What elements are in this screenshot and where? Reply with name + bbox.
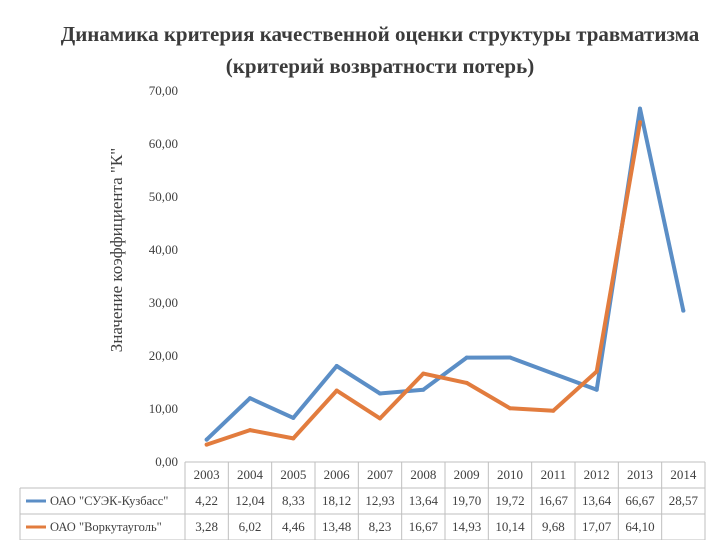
table-value: 64,10	[625, 519, 654, 534]
data-point	[464, 380, 469, 385]
x-category-label: 2004	[237, 467, 264, 482]
x-category-label: 2008	[410, 467, 436, 482]
table-value: 19,70	[452, 493, 481, 508]
table-value: 4,22	[195, 493, 218, 508]
table-value: 3,28	[195, 519, 218, 534]
table-value: 8,33	[282, 493, 305, 508]
table-value: 16,67	[409, 519, 439, 534]
data-point	[248, 428, 252, 433]
x-category-label: 2011	[541, 467, 567, 482]
data-point	[378, 416, 382, 421]
data-point	[334, 388, 339, 393]
data-point	[508, 406, 512, 411]
data-point	[334, 364, 339, 368]
data-point	[291, 436, 296, 441]
table-value: 13,48	[322, 519, 351, 534]
data-point	[638, 120, 642, 125]
x-category-label: 2006	[324, 467, 351, 482]
x-category-label: 2003	[194, 467, 220, 482]
data-point	[551, 408, 556, 413]
y-tick-label: 40,00	[149, 242, 178, 257]
data-point	[638, 106, 642, 111]
data-point	[378, 391, 382, 396]
table-value: 16,67	[539, 493, 569, 508]
x-category-label: 2013	[627, 467, 653, 482]
legend-label: ОАО "Воркутауголь"	[50, 520, 162, 534]
data-point	[421, 371, 426, 376]
data-point	[594, 369, 599, 374]
x-category-label: 2007	[367, 467, 394, 482]
table-value: 28,57	[669, 493, 699, 508]
table-value: 17,07	[582, 519, 612, 534]
data-point	[291, 415, 296, 420]
y-tick-label: 0,00	[155, 454, 178, 469]
chart-title: Динамика критерия качественной оценки ст…	[60, 22, 700, 78]
x-category-label: 2014	[670, 467, 697, 482]
table-value: 12,93	[365, 493, 394, 508]
data-point	[594, 387, 599, 392]
y-tick-label: 10,00	[149, 401, 178, 416]
data-point	[681, 308, 686, 313]
series-line-vorkutaugol	[204, 120, 642, 447]
data-point	[204, 442, 209, 447]
x-category-label: 2009	[454, 467, 480, 482]
y-tick-label: 70,00	[149, 83, 178, 98]
data-point	[508, 355, 512, 360]
table-value: 4,46	[282, 519, 305, 534]
data-point	[464, 355, 469, 360]
y-tick-label: 30,00	[149, 295, 178, 310]
data-point	[551, 371, 556, 376]
data-point	[421, 387, 426, 392]
data-point	[248, 396, 252, 401]
y-tick-label: 20,00	[149, 348, 178, 363]
x-category-label: 2005	[280, 467, 306, 482]
table-value: 12,04	[235, 493, 265, 508]
y-tick-label: 60,00	[149, 136, 178, 151]
table-value: 13,64	[409, 493, 439, 508]
series-line-suek-kuzbass	[204, 106, 686, 442]
table-value: 6,02	[239, 519, 262, 534]
table-value: 10,14	[495, 519, 525, 534]
x-category-label: 2012	[584, 467, 610, 482]
table-value: 66,67	[625, 493, 655, 508]
table-value: 13,64	[582, 493, 612, 508]
x-category-label: 2010	[497, 467, 523, 482]
legend-label: ОАО "СУЭК-Кузбасс"	[50, 494, 168, 508]
table-value: 14,93	[452, 519, 481, 534]
table-value: 18,12	[322, 493, 351, 508]
table-value: 9,68	[542, 519, 565, 534]
table-value: 8,23	[369, 519, 392, 534]
y-tick-label: 50,00	[149, 189, 178, 204]
data-point	[204, 437, 209, 442]
table-value: 19,72	[495, 493, 524, 508]
